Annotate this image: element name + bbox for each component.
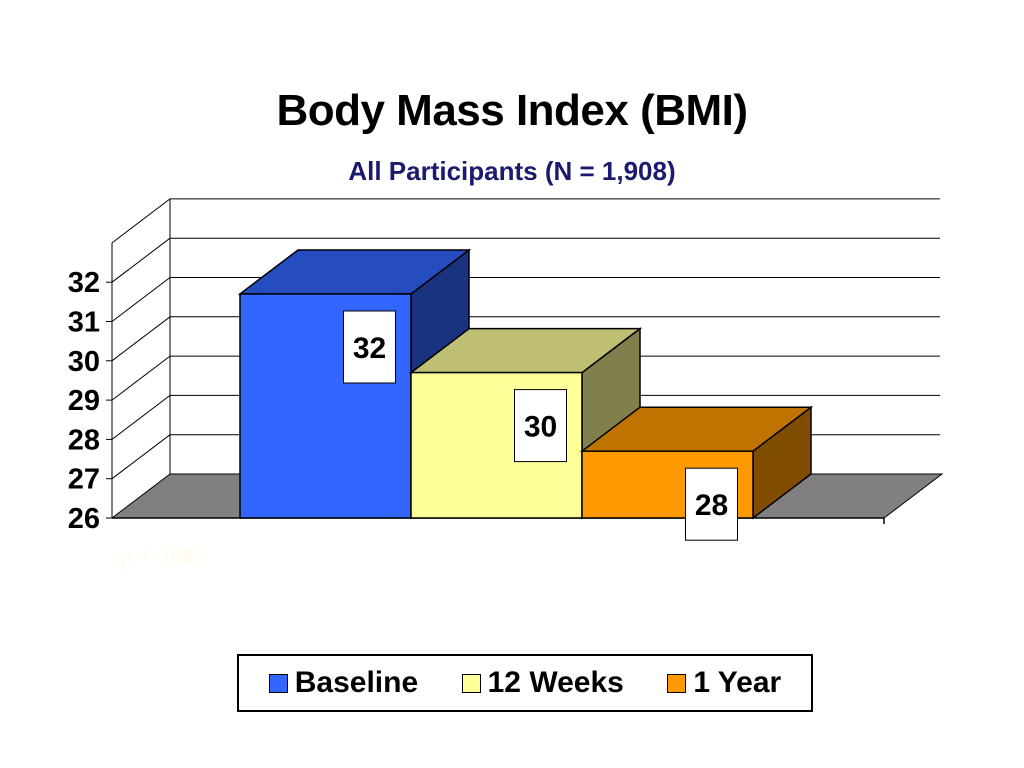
data-label-box-1-year: [685, 467, 738, 541]
gridline-side: [111, 355, 171, 401]
y-tick-label: 26: [68, 503, 100, 535]
legend-swatch-12-weeks: [461, 673, 481, 693]
legend-swatch-baseline: [268, 673, 288, 693]
legend-item-baseline: Baseline: [268, 666, 419, 700]
gridline-side: [111, 237, 171, 283]
legend-label-1-year: 1 Year: [693, 666, 782, 699]
chart-title: Body Mass Index (BMI): [276, 86, 748, 135]
chart-subtitle: All Participants (N = 1,908): [348, 156, 676, 186]
legend-item-1-year: 1 Year: [667, 666, 781, 700]
gridline-side: [111, 434, 171, 480]
legend-label-12-weeks: 12 Weeks: [487, 666, 624, 699]
y-tick-label: 30: [68, 346, 100, 378]
y-tick-label: 32: [68, 267, 100, 299]
chart-plot: 26 27 28 29 30 31 32 32 30 28: [68, 198, 944, 541]
gridline-side-top: [111, 198, 171, 244]
significance-note: p < .000: [120, 544, 200, 570]
y-tick-label: 27: [68, 464, 100, 496]
legend-label-baseline: Baseline: [294, 666, 419, 699]
gridline-side: [111, 277, 171, 322]
gridline-side: [111, 316, 171, 362]
data-label-box-12-weeks: [514, 389, 567, 463]
y-tick-label: 31: [68, 307, 100, 339]
data-label-baseline: 32: [353, 332, 386, 365]
data-label-box-baseline: [343, 310, 396, 384]
legend-swatch-1-year: [667, 673, 687, 693]
y-tick-label: 28: [68, 424, 100, 456]
data-label-12-weeks: 30: [524, 411, 557, 444]
y-tick-label: 29: [68, 385, 100, 417]
gridline-side: [111, 395, 171, 440]
legend-item-12-weeks: 12 Weeks: [461, 666, 624, 700]
data-label-1-year: 28: [695, 489, 728, 522]
legend: Baseline 12 Weeks 1 Year: [237, 654, 813, 712]
